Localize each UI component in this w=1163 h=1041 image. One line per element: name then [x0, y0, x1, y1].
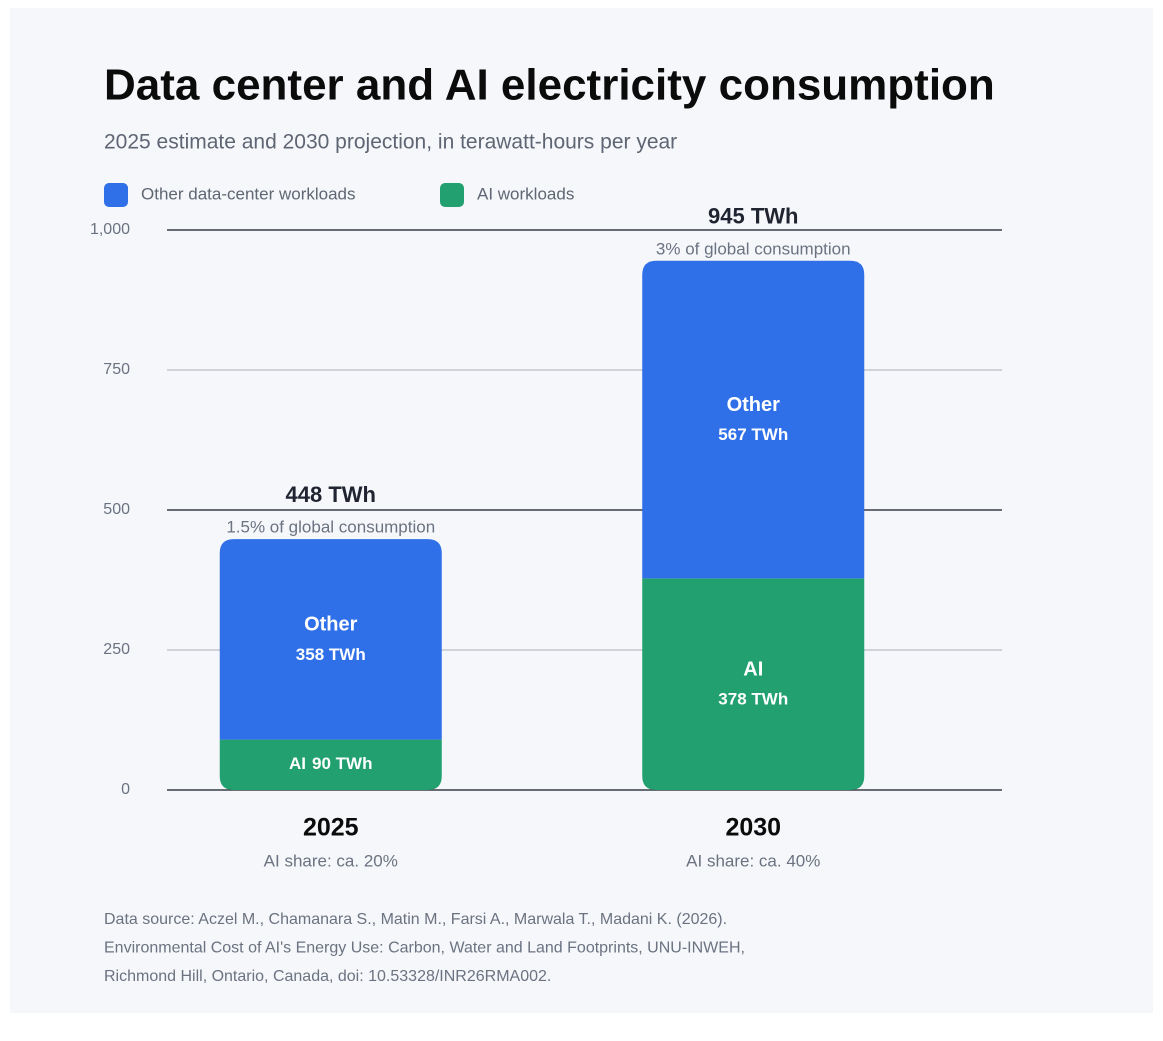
- source-line: Data source: Aczel M., Chamanara S., Mat…: [104, 911, 727, 928]
- y-tick-label: 250: [103, 641, 130, 658]
- segment-name: AI: [289, 754, 306, 773]
- segment-name: AI: [743, 658, 763, 680]
- x-tick-label: 2030: [725, 814, 781, 842]
- y-tick-label: 500: [103, 501, 130, 518]
- bar-segment: [642, 260, 865, 579]
- segment-label: AI 90 TWh: [289, 754, 372, 773]
- y-tick-label: 1,000: [90, 221, 130, 238]
- segment-value: 358 TWh: [296, 645, 366, 664]
- total-label: 945 TWh: [708, 204, 798, 229]
- bar-segment: [219, 539, 442, 740]
- chart-title: Data center and AI electricity consumpti…: [104, 61, 995, 110]
- segment-value: 378 TWh: [718, 690, 788, 709]
- legend-swatch: [440, 183, 464, 207]
- chart-subtitle: 2025 estimate and 2030 projection, in te…: [104, 131, 677, 154]
- segment-name: Other: [727, 394, 781, 416]
- legend-label: AI workloads: [477, 184, 574, 203]
- category-note: AI share: ca. 20%: [264, 851, 398, 870]
- category-note: AI share: ca. 40%: [686, 851, 820, 870]
- source-line: Environmental Cost of AI's Energy Use: C…: [104, 940, 745, 957]
- y-tick-label: 750: [103, 361, 130, 378]
- annotation: 3% of global consumption: [656, 239, 851, 258]
- legend-label: Other data-center workloads: [141, 184, 356, 203]
- segment-value: 90 TWh: [312, 754, 372, 773]
- bar-segment: [219, 739, 442, 790]
- legend-swatch: [104, 183, 128, 207]
- segment-name: Other: [304, 614, 358, 636]
- bar-segment: [642, 578, 865, 790]
- y-tick-label: 0: [121, 781, 130, 798]
- source-line: Richmond Hill, Ontario, Canada, doi: 10.…: [104, 968, 551, 985]
- total-label: 448 TWh: [286, 482, 376, 507]
- x-tick-label: 2025: [303, 814, 359, 842]
- segment-value: 567 TWh: [718, 425, 788, 444]
- annotation: 1.5% of global consumption: [226, 518, 435, 537]
